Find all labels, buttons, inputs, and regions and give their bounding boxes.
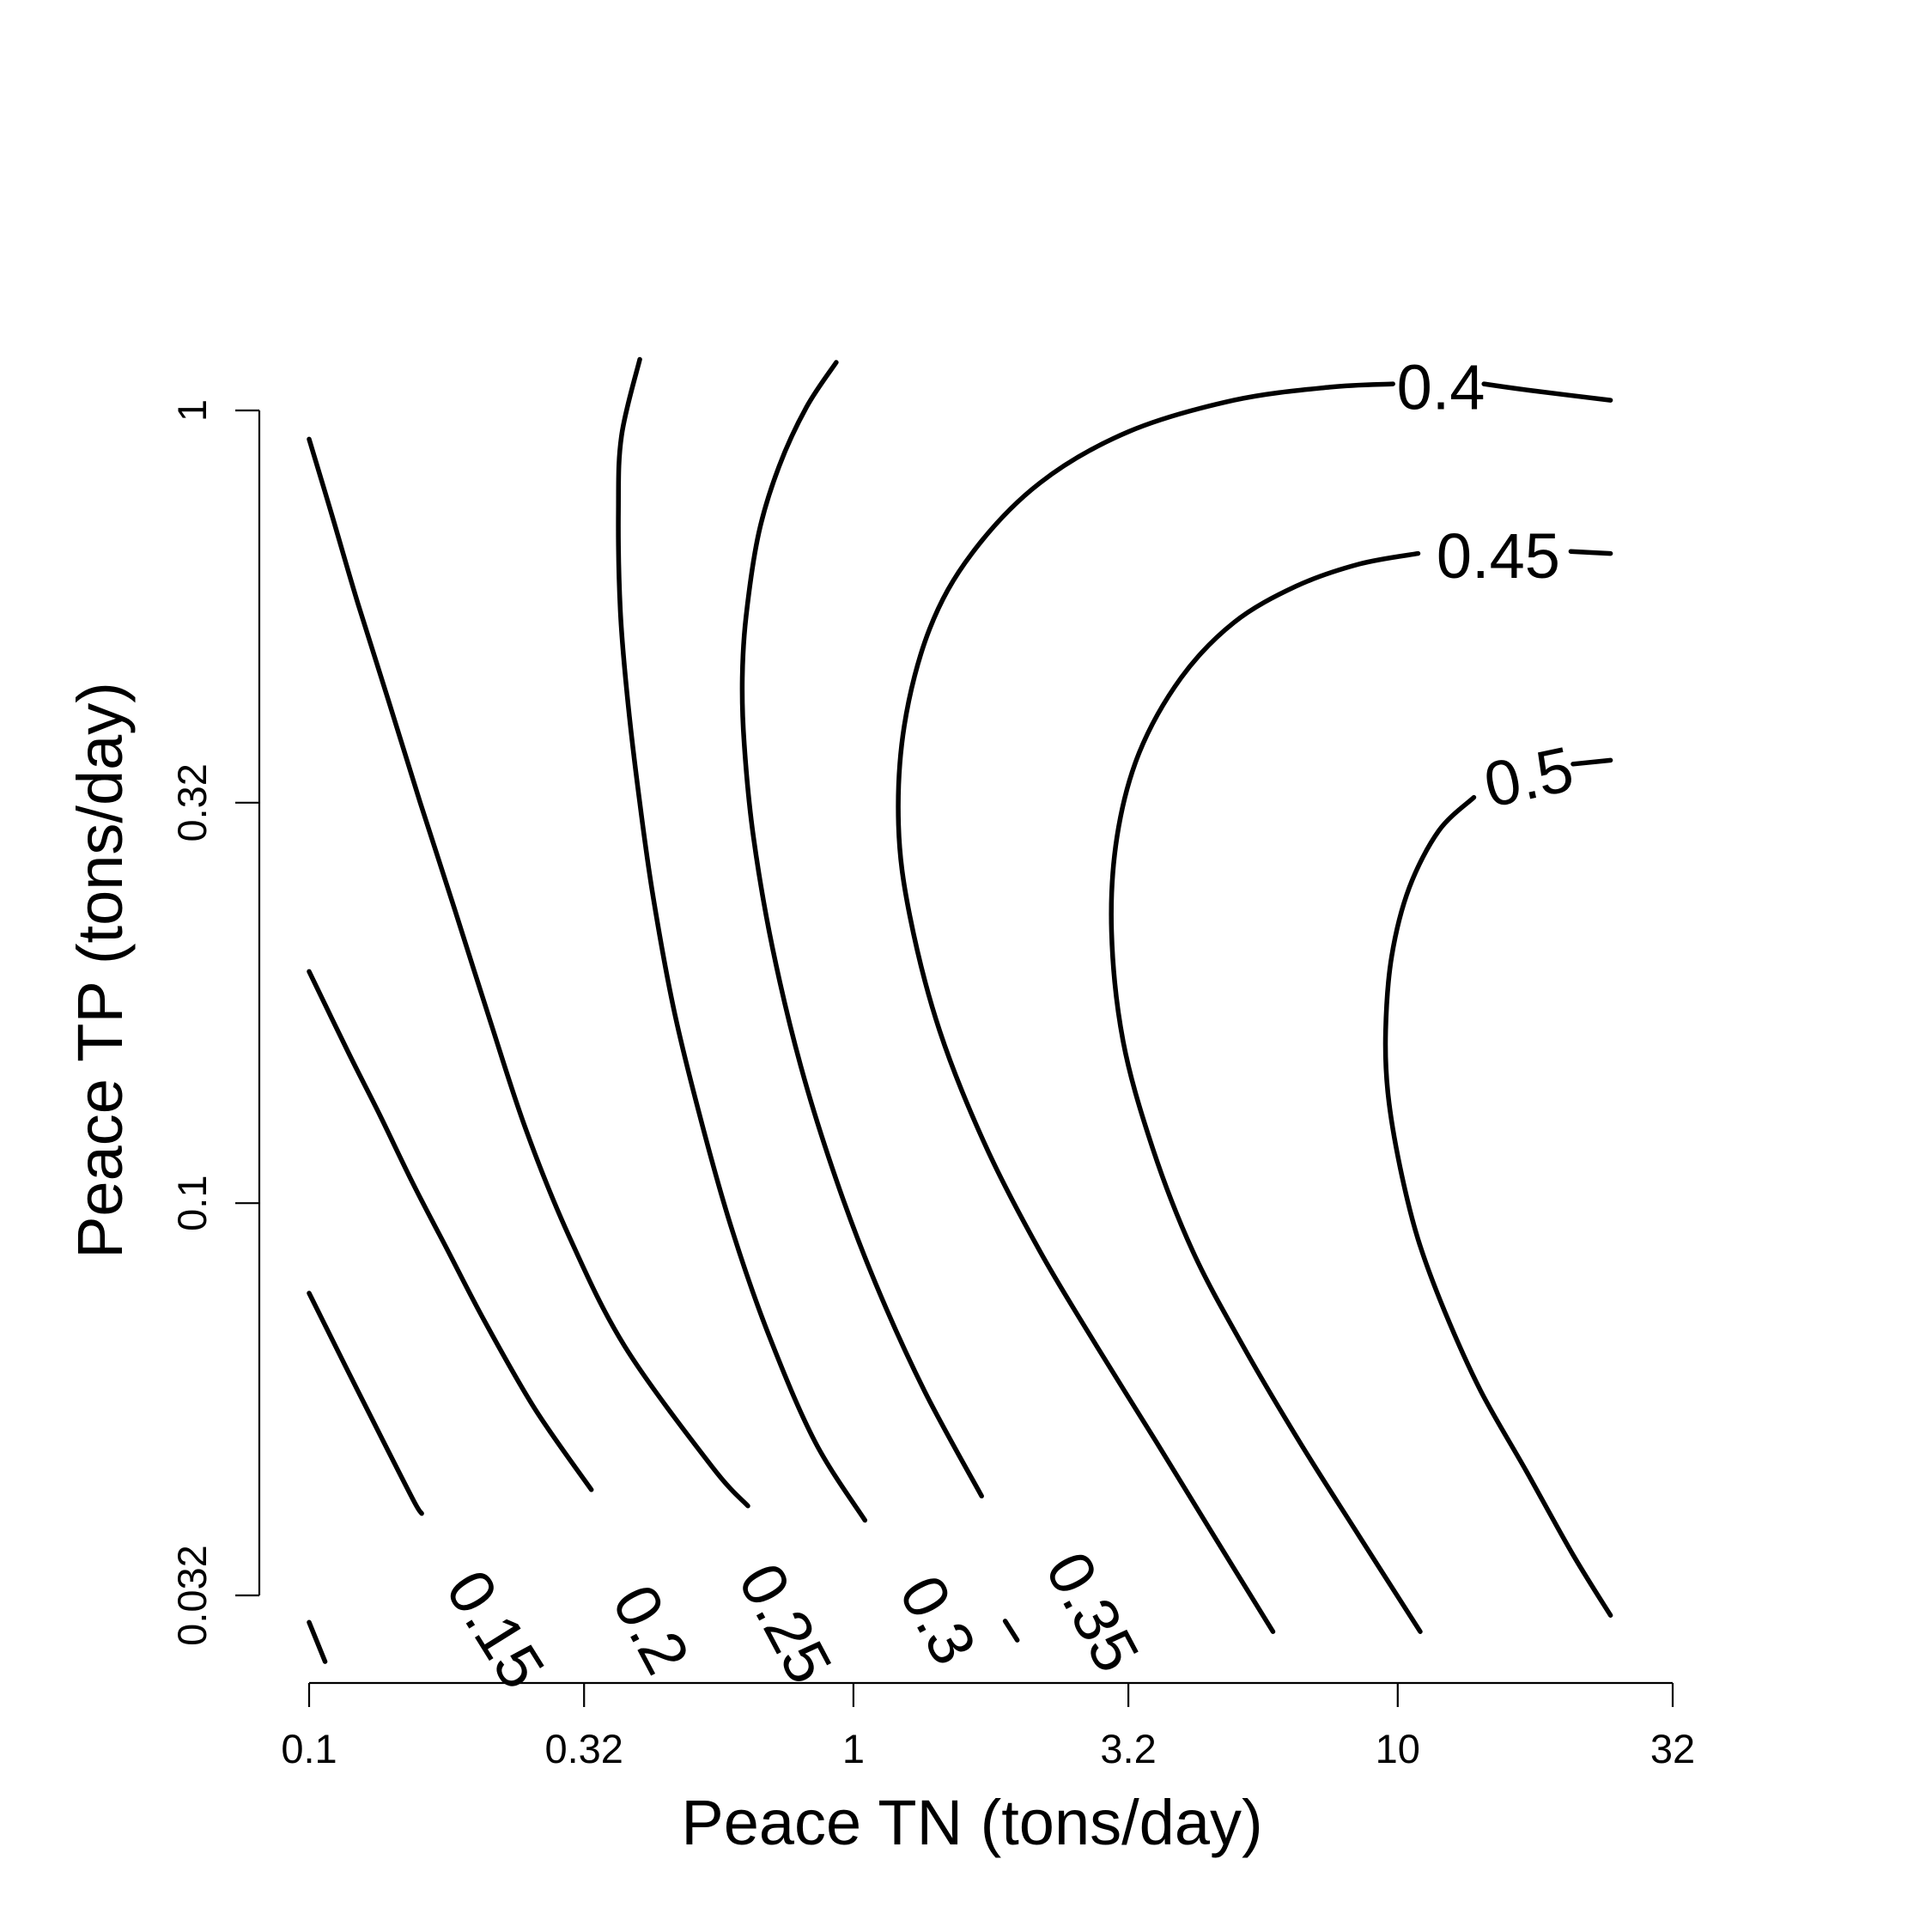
contour-label-0-4: 0.4: [1397, 351, 1485, 422]
contour-line-0-5-tail: [1571, 757, 1613, 767]
contour-line-0-35: [739, 360, 984, 1499]
y-axis-title: Peace TP (tons/day): [64, 682, 136, 1259]
x-axis: 0.1 0.32 1 3.2 10 32: [281, 1681, 1695, 1771]
x-tick-label: 32: [1650, 1726, 1695, 1771]
contour-label-0-45: 0.45: [1437, 520, 1560, 592]
x-axis-title: Peace TN (tons/day): [681, 1787, 1262, 1858]
y-tick-label: 0.32: [169, 763, 215, 841]
contour-label-0-5: 0.5: [1478, 732, 1579, 821]
contour-label-0-2: 0.2: [599, 1574, 704, 1686]
x-tick-label: 10: [1376, 1726, 1420, 1771]
contour-label-0-25: 0.25: [725, 1552, 846, 1695]
x-ticks: 0.1 0.32 1 3.2 10 32: [281, 1683, 1695, 1771]
contour-label-0-3: 0.3: [886, 1564, 991, 1676]
x-tick-label: 3.2: [1100, 1726, 1156, 1771]
contour-line-0-4-tail: [1481, 381, 1613, 403]
y-axis: 0.032 0.1 0.32 1: [169, 399, 261, 1646]
y-ticks: 0.032 0.1 0.32 1: [169, 399, 259, 1646]
contour-line-0-3: [616, 356, 868, 1523]
x-tick-label: 0.32: [544, 1726, 623, 1771]
y-tick-label: 0.1: [169, 1176, 215, 1231]
contour-line-0-15: [307, 1291, 424, 1516]
contour-line-0-45: [1109, 550, 1423, 1634]
y-tick-label: 0.032: [169, 1545, 215, 1646]
x-tick-label: 1: [842, 1726, 865, 1771]
contour-label-0-35: 0.35: [1032, 1540, 1153, 1683]
contour-line-0-15-tail: [307, 1619, 328, 1664]
contour-line-0-2: [307, 969, 594, 1492]
contour-line-0-4: [896, 381, 1395, 1634]
contour-line-0-25: [307, 436, 750, 1509]
contour-line-0-5: [1382, 794, 1613, 1618]
contour-label-0-15: 0.15: [433, 1558, 559, 1700]
contour-line-0-45-tail: [1568, 549, 1613, 556]
x-tick-label: 0.1: [281, 1726, 337, 1771]
contour-lines: [307, 356, 1613, 1664]
contour-line-0-3-tail: [1002, 1619, 1020, 1643]
y-tick-label: 1: [169, 399, 215, 422]
